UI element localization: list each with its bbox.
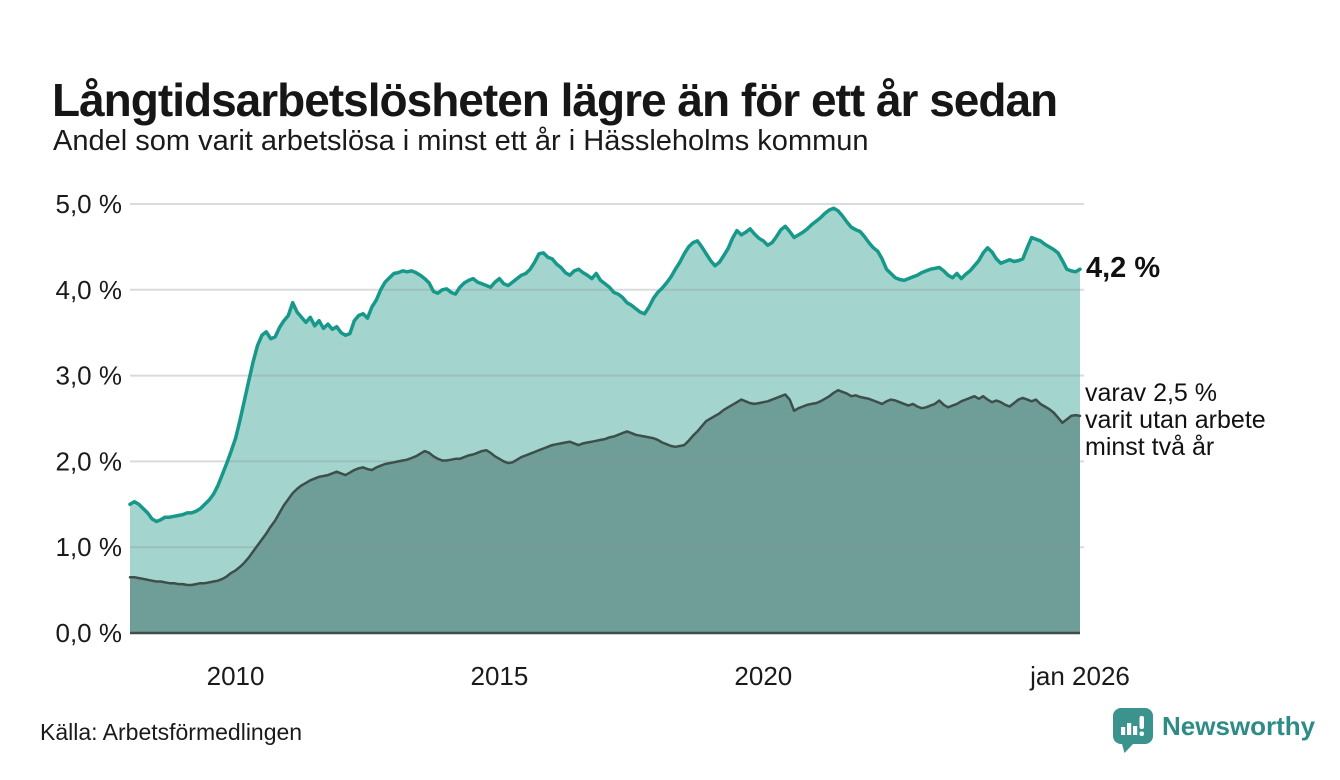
y-tick-label: 1,0 % [56,532,123,562]
x-tick-label-2026: jan 2026 [1029,661,1130,691]
end-value-label-total: 4,2 % [1086,252,1161,284]
y-tick-label: 4,0 % [56,275,123,305]
x-tick-label-2015: 2015 [471,661,529,691]
chart-areas [130,208,1080,634]
y-tick-label: 2,0 % [56,446,123,476]
newsworthy-logo-text: Newsworthy [1162,711,1316,741]
newsworthy-logo: Newsworthy [1113,708,1315,753]
page-subtitle: Andel som varit arbetslösa i minst ett å… [53,125,869,157]
x-tick-label-2010: 2010 [207,661,265,691]
source-note: Källa: Arbetsförmedlingen [40,719,303,745]
end-value-label-two-years: varav 2,5 % varit utan arbete minst två … [1085,379,1266,461]
y-tick-label: 0,0 % [56,618,123,648]
chart-gridlines [130,203,1084,549]
series-line-1 [128,388,1082,587]
chart-axis-labels: 0,0 % 1,0 % 2,0 % 3,0 % 4,0 % 5,0 % 2010 2015 20… [56,189,1130,691]
series-line-0 [128,206,1082,524]
chart-lines [128,206,1082,635]
series-area-1 [130,390,1080,633]
page-title: Långtidsarbetslösheten lägre än för ett … [52,73,1058,126]
y-tick-label: 3,0 % [56,361,123,391]
y-tick-label: 5,0 % [56,189,123,219]
newsworthy-bubble-chart-icon [1113,708,1153,753]
x-tick-label-2020: 2020 [734,661,792,691]
